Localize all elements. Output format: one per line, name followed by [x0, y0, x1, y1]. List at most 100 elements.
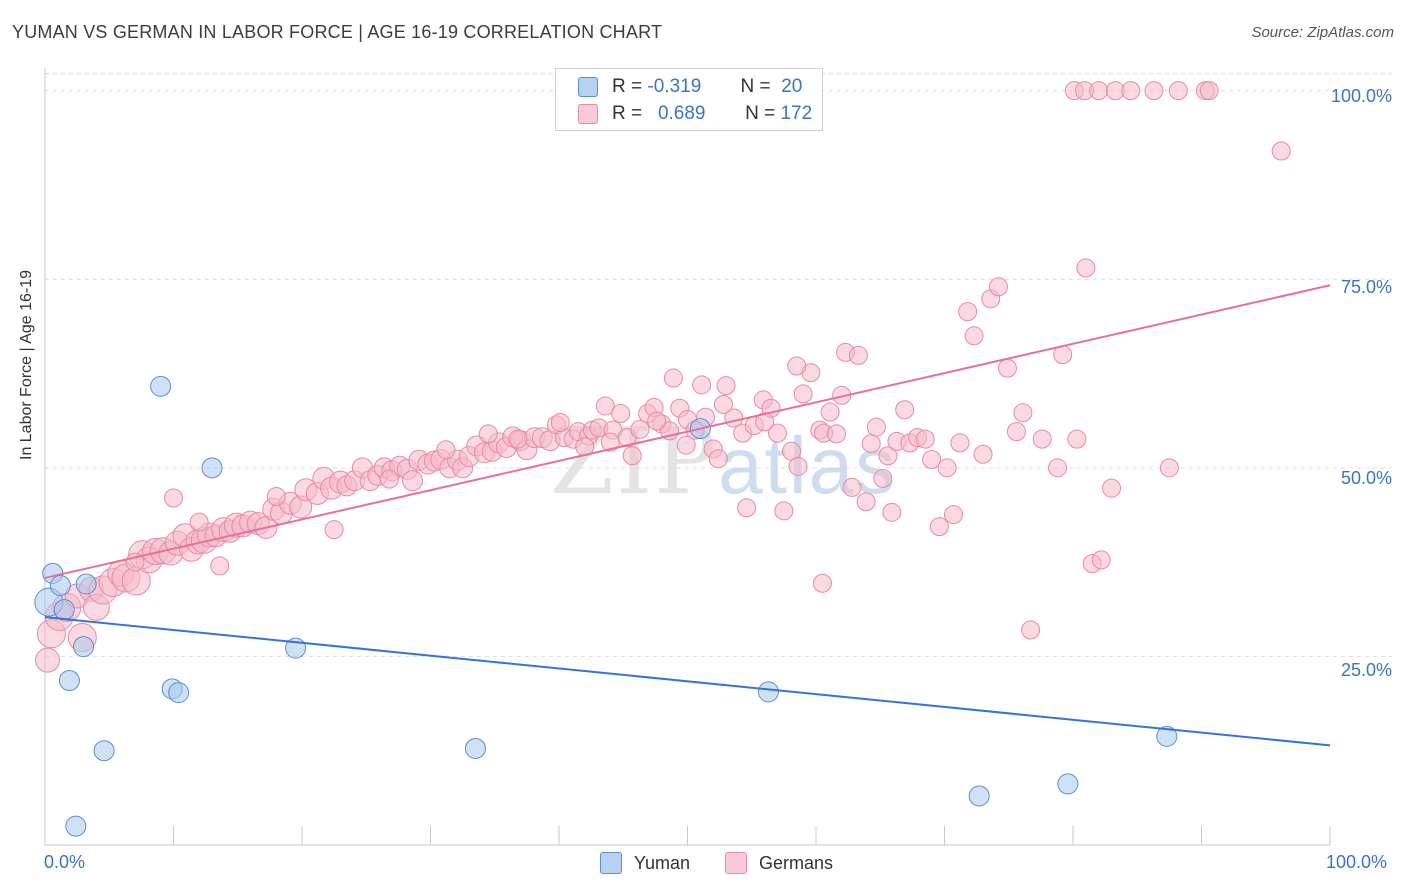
- german-point: [964, 326, 984, 346]
- german-point: [436, 440, 456, 460]
- german-point: [1013, 403, 1033, 423]
- german-point: [1168, 81, 1188, 101]
- german-point: [1006, 422, 1026, 442]
- grid-lines: [45, 73, 1392, 657]
- german-point: [663, 368, 683, 388]
- chart-title: YUMAN VS GERMAN IN LABOR FORCE | AGE 16-…: [12, 22, 663, 42]
- german-point: [478, 424, 498, 444]
- german-point: [35, 647, 61, 673]
- germans-points: [35, 81, 1291, 673]
- legend-row-yuman: R = -0.319 N = 20: [578, 75, 802, 99]
- german-point: [1121, 81, 1141, 101]
- yuman-points: [34, 375, 1178, 837]
- yuman-point: [93, 740, 115, 762]
- trend-lines: [44, 284, 1331, 747]
- source-label: Source: ZipAtlas.com: [1251, 24, 1394, 41]
- y-tick-label: 100.0%: [1330, 86, 1392, 106]
- german-point: [595, 396, 615, 416]
- german-point: [950, 433, 970, 453]
- german-point: [787, 356, 807, 376]
- german-point: [755, 412, 775, 432]
- yuman-point: [75, 573, 97, 595]
- german-point: [647, 411, 667, 431]
- german-point: [550, 413, 570, 433]
- x-tick-label-max: 100.0%: [1326, 852, 1388, 872]
- german-point: [1159, 458, 1179, 478]
- german-point: [820, 402, 840, 422]
- yuman-point: [1057, 773, 1079, 795]
- german-point: [1076, 258, 1096, 278]
- german-point: [873, 468, 893, 488]
- germans-trend-line: [44, 284, 1331, 579]
- germans-r-label: R =: [612, 103, 643, 124]
- german-point: [937, 458, 957, 478]
- yuman-point: [58, 670, 80, 692]
- yuman-swatch: [578, 77, 598, 97]
- germans-n-value: 172: [780, 103, 813, 124]
- german-point: [600, 432, 620, 452]
- x-tick-label-min: 0.0%: [44, 852, 86, 872]
- germans-legend-swatch: [725, 852, 747, 874]
- german-point: [915, 429, 935, 449]
- german-point: [1144, 81, 1164, 101]
- german-point: [767, 423, 787, 443]
- german-point: [611, 404, 631, 424]
- german-point: [713, 394, 733, 414]
- y-tick-label: 50.0%: [1340, 468, 1392, 488]
- legend-row-germans: R = 0.689 N = 172: [578, 102, 812, 126]
- yuman-point: [150, 375, 172, 397]
- yuman-point: [201, 457, 223, 479]
- yuman-point: [464, 737, 486, 759]
- german-point: [622, 446, 642, 466]
- german-point: [508, 429, 528, 449]
- german-point: [1091, 550, 1111, 570]
- yuman-legend-swatch: [600, 852, 622, 874]
- german-point: [943, 505, 963, 525]
- germans-r-value: 0.689: [657, 103, 706, 124]
- german-point: [1102, 478, 1122, 498]
- german-point: [793, 384, 813, 404]
- german-point: [788, 456, 808, 476]
- german-point: [1199, 81, 1219, 101]
- y-tick-label: 75.0%: [1340, 277, 1392, 297]
- germans-swatch: [578, 104, 598, 124]
- german-point: [1032, 429, 1052, 449]
- german-point: [861, 434, 881, 454]
- yuman-r-label: R =: [612, 76, 643, 97]
- germans-legend-label: Germans: [759, 852, 834, 873]
- german-point: [402, 470, 424, 492]
- bottom-legend-yuman: Yuman: [600, 852, 690, 874]
- german-point: [1048, 458, 1068, 478]
- german-point: [210, 556, 230, 576]
- german-point: [1089, 81, 1109, 101]
- german-point: [164, 488, 183, 508]
- correlation-legend: R = -0.319 N = 20 R = 0.689 N = 172: [555, 68, 823, 131]
- german-point: [812, 573, 832, 593]
- yuman-point: [1156, 725, 1178, 747]
- german-point: [848, 345, 868, 365]
- bottom-legend-germans: Germans: [725, 852, 833, 874]
- german-point: [1067, 429, 1087, 449]
- y-axis-label: In Labor Force | Age 16-19: [18, 269, 35, 460]
- yuman-trend-line: [44, 616, 1331, 747]
- german-point: [676, 435, 696, 455]
- yuman-n-label: N =: [740, 76, 771, 97]
- german-point: [929, 517, 949, 537]
- german-point: [379, 469, 399, 489]
- german-point: [922, 450, 942, 470]
- yuman-n-value: 20: [781, 76, 803, 97]
- german-point: [716, 376, 736, 396]
- german-point: [827, 424, 847, 444]
- german-point: [1021, 620, 1041, 640]
- german-point: [692, 375, 712, 395]
- german-point: [842, 477, 862, 497]
- y-tick-label: 25.0%: [1340, 660, 1392, 680]
- german-point: [866, 417, 886, 437]
- german-point: [774, 501, 794, 521]
- yuman-point: [968, 785, 990, 807]
- german-point: [895, 400, 915, 420]
- yuman-r-value: -0.319: [647, 76, 702, 97]
- german-point: [882, 502, 902, 522]
- yuman-point: [65, 815, 87, 837]
